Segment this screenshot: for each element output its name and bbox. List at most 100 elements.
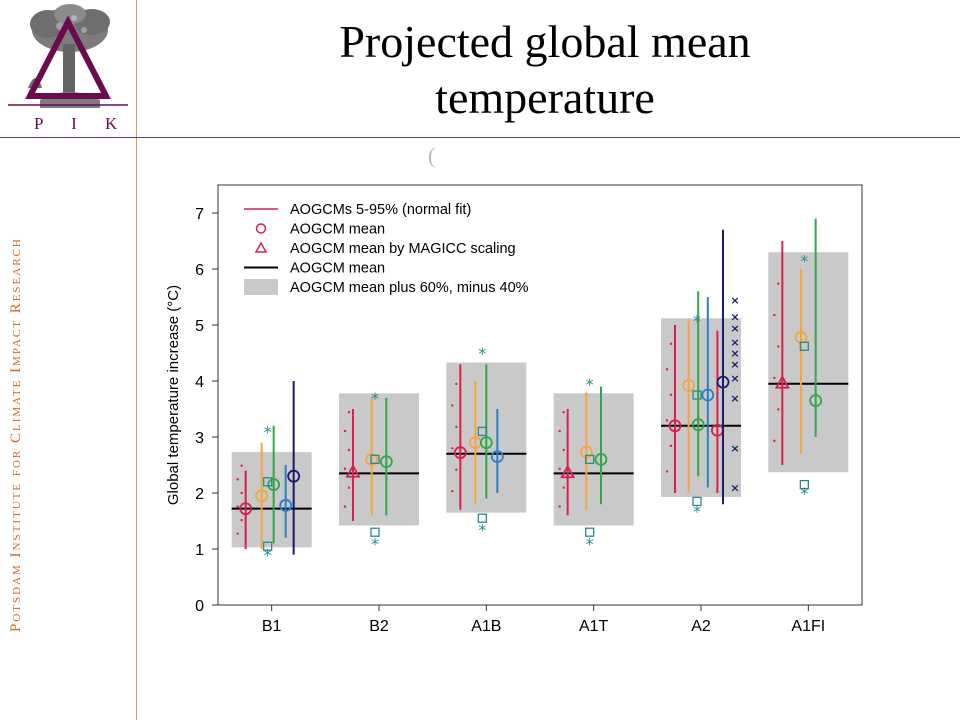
star-marker: * (478, 520, 486, 539)
model-mean-marker (365, 452, 379, 466)
model-mean-marker (691, 418, 705, 432)
star-marker: * (800, 484, 808, 503)
sample-dot (240, 491, 243, 495)
legend-label: AOGCM mean plus 60%, minus 40% (290, 280, 529, 296)
plot-frame (217, 184, 863, 606)
sample-dot (773, 376, 776, 380)
sample-dot (777, 408, 780, 411)
model-mean-marker (594, 452, 608, 466)
sample-dot (347, 411, 351, 414)
sample-dot (240, 464, 243, 467)
sample-dot (451, 404, 454, 407)
sample-dot (240, 518, 243, 522)
sample-dot (455, 468, 458, 471)
x-tick-label: A2 (691, 618, 711, 635)
square-marker (585, 527, 595, 537)
pik-logo-graphic (8, 4, 128, 108)
square-marker (477, 426, 487, 437)
mean-marker (668, 419, 682, 433)
sample-dot (343, 505, 347, 508)
pik-logo: P I K (0, 0, 136, 138)
mean-marker (560, 464, 576, 479)
model-mean-marker (682, 379, 695, 392)
y-tick-label: 2 (195, 486, 204, 503)
extra-mean-marker (716, 375, 730, 389)
square-marker (799, 341, 809, 351)
square-marker (263, 477, 273, 487)
sample-dot (669, 393, 673, 397)
sample-dot (777, 282, 780, 285)
sidebar-institute-name: Potsdam Institute for Climate Impact Res… (8, 237, 24, 632)
y-axis-label: Global temperature increase (°C) (165, 285, 182, 505)
sample-dot (562, 486, 565, 489)
sample-dot (343, 467, 347, 471)
mean-marker (239, 502, 253, 516)
x-tick-label: A1T (579, 618, 609, 635)
sample-dot (665, 470, 669, 473)
model-mean-marker (279, 498, 293, 512)
y-tick-label: 0 (195, 598, 204, 615)
star-marker: * (371, 534, 379, 553)
mean-marker (453, 446, 467, 460)
y-tick-label: 6 (195, 262, 204, 279)
square-marker (263, 541, 273, 551)
x-tick-label: A1FI (791, 618, 825, 635)
star-marker: * (371, 389, 379, 408)
range-box (768, 252, 849, 473)
range-box (231, 452, 312, 548)
legend-label: AOGCM mean by MAGICC scaling (290, 241, 516, 257)
star-marker: * (800, 252, 808, 271)
cross-marker: × (730, 372, 739, 385)
model-mean-marker (479, 436, 493, 450)
model-mean-marker (579, 445, 593, 459)
square-marker (799, 479, 809, 490)
slide-title: Projected global mean temperature (339, 16, 751, 123)
sample-dot (236, 532, 239, 535)
sample-dot (777, 345, 780, 348)
cross-marker: × (730, 336, 739, 349)
x-tick-label: A1B (471, 618, 501, 635)
model-mean-marker (809, 394, 823, 408)
legend-swatch (244, 279, 278, 295)
sample-dot (562, 411, 565, 414)
star-marker: * (264, 546, 272, 565)
sample-dot (665, 419, 669, 422)
legend-label: AOGCMs 5-95% (normal fit) (290, 202, 471, 218)
x-tick-label: B1 (262, 618, 282, 635)
legend-swatch (254, 241, 268, 253)
sample-dot (236, 478, 239, 481)
y-tick-label: 5 (195, 318, 204, 335)
model-mean-marker (255, 489, 269, 503)
mean-marker (774, 374, 790, 389)
legend-label: AOGCM mean (290, 222, 385, 238)
model-mean-marker (379, 455, 393, 469)
cross-marker: × (730, 347, 739, 360)
square-marker (692, 390, 702, 400)
sample-dot (236, 505, 239, 508)
star-marker: * (586, 375, 594, 394)
square-marker (585, 454, 595, 465)
cross-marker: × (730, 294, 739, 307)
model-mean-marker (267, 478, 281, 492)
sample-dot (669, 342, 673, 345)
sample-dot (451, 447, 454, 450)
cross-marker: × (730, 322, 739, 335)
range-box (661, 318, 741, 497)
star-marker: * (264, 422, 272, 441)
star-marker: * (693, 502, 701, 521)
square-marker (370, 527, 380, 537)
cross-marker: × (730, 481, 739, 494)
model-mean-marker (490, 450, 504, 464)
y-tick-label: 3 (195, 430, 204, 447)
star-marker: * (478, 344, 486, 363)
sample-dot (455, 382, 458, 386)
x-tick-label: B2 (369, 618, 389, 635)
logo-letters: P I K (34, 114, 130, 133)
sample-dot (669, 444, 673, 448)
horizontal-rule (0, 137, 960, 138)
extra-mean-marker (287, 469, 301, 483)
y-tick-label: 1 (195, 542, 204, 559)
y-tick-label: 7 (195, 206, 204, 223)
cross-marker: × (730, 358, 739, 371)
